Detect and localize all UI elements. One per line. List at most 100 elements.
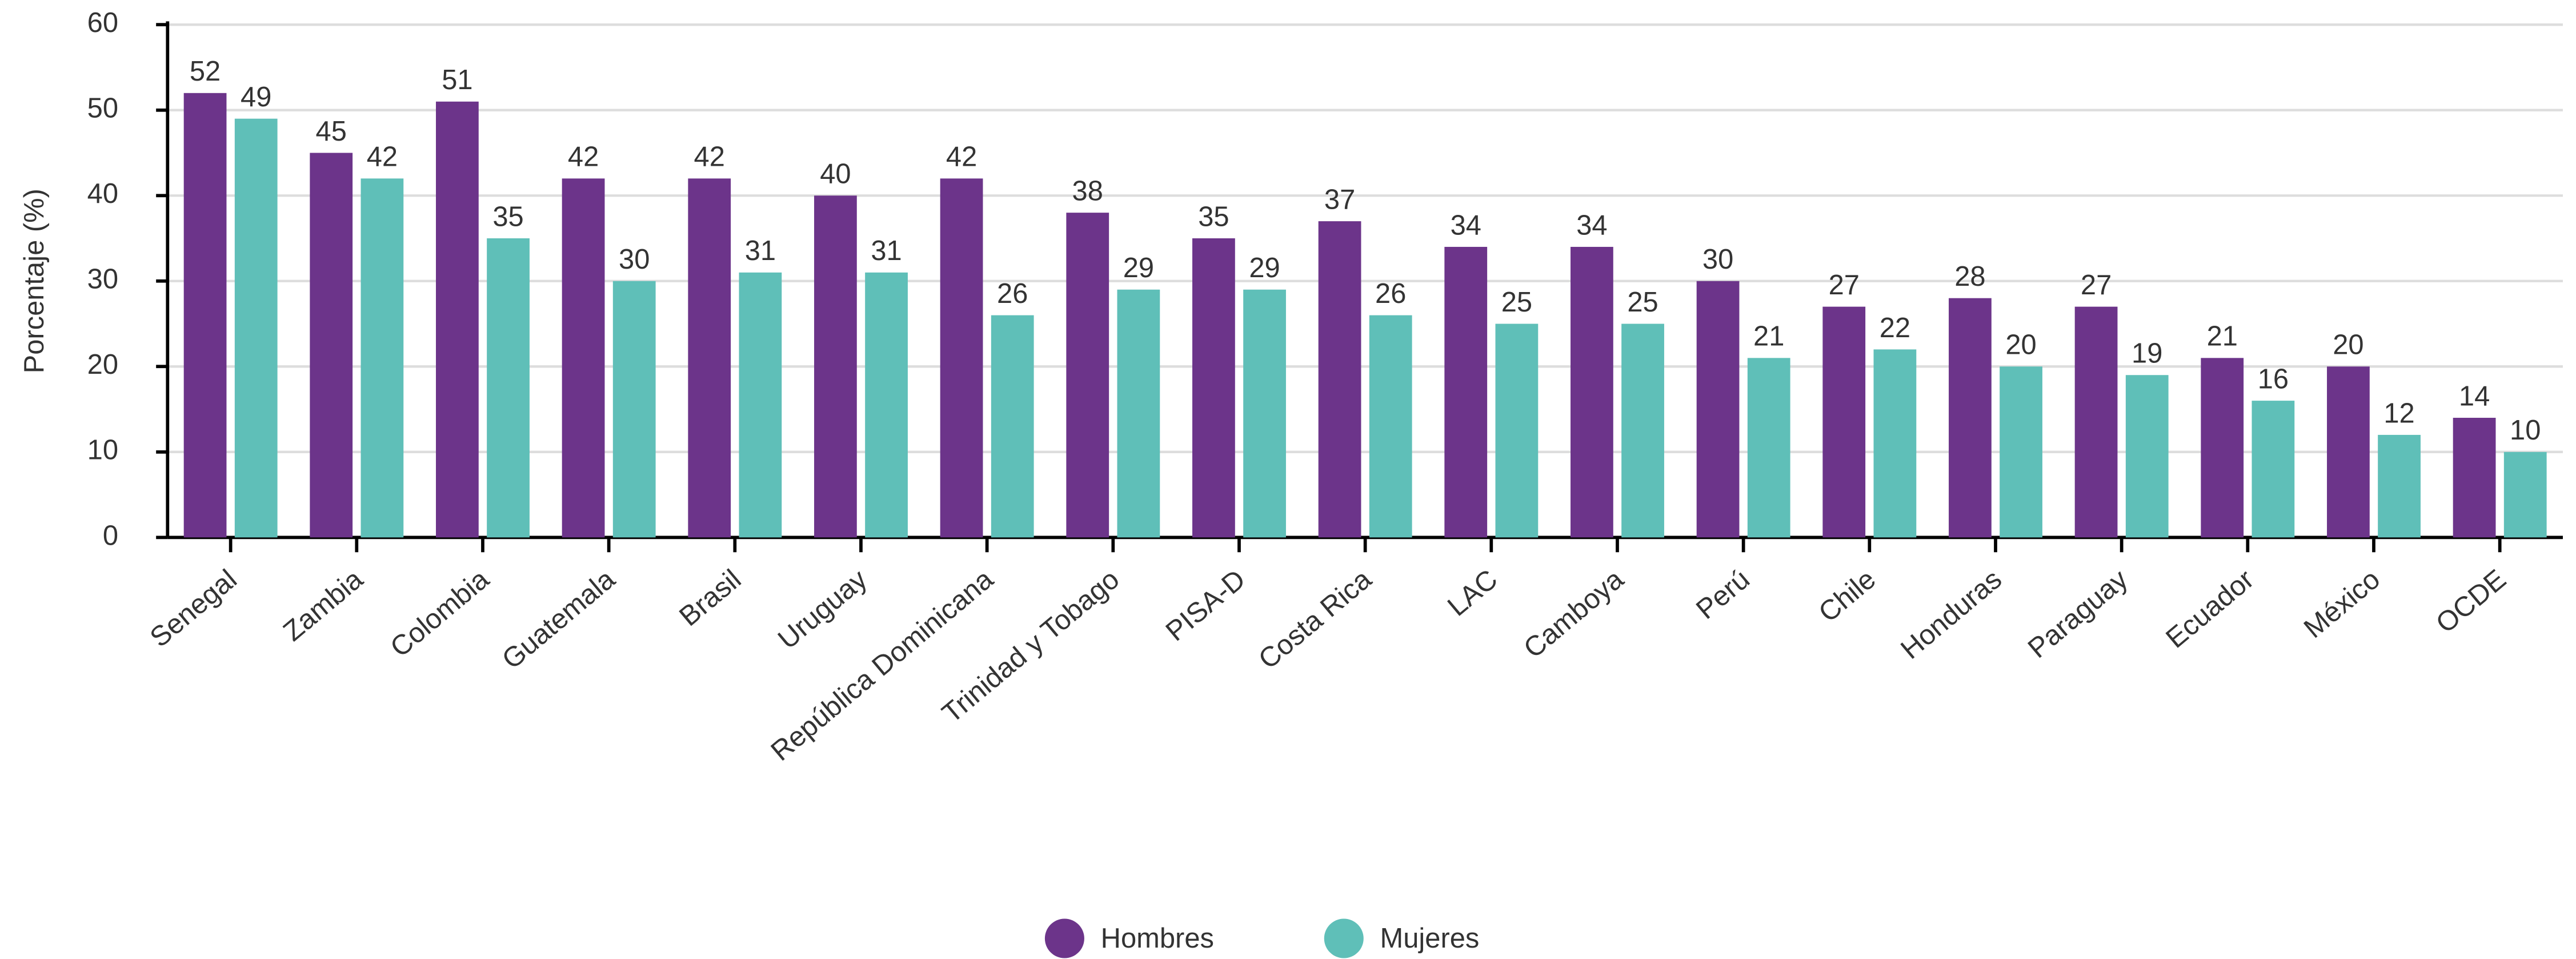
legend-swatch xyxy=(1324,918,1364,958)
bar xyxy=(360,178,404,538)
bar xyxy=(2252,401,2295,538)
data-label: 51 xyxy=(442,65,472,95)
bar xyxy=(865,272,908,538)
bar xyxy=(2503,451,2547,538)
data-label: 12 xyxy=(2383,398,2414,429)
data-label: 27 xyxy=(1829,270,1860,301)
bar xyxy=(1444,246,1488,538)
data-label: 38 xyxy=(1072,176,1103,207)
bar xyxy=(2125,375,2169,538)
bar xyxy=(1621,323,1664,538)
x-tick-label: Paraguay xyxy=(2022,564,2134,664)
bar xyxy=(1495,323,1539,538)
x-tick-label: Colombia xyxy=(384,564,495,664)
bar xyxy=(2201,358,2244,538)
data-label: 45 xyxy=(316,116,347,147)
bar xyxy=(2000,366,2042,538)
data-label: 31 xyxy=(871,235,902,266)
data-label: 16 xyxy=(2258,364,2289,395)
y-tick-label: 10 xyxy=(87,435,118,466)
bar xyxy=(310,153,353,538)
bar xyxy=(1117,289,1160,538)
bar xyxy=(1243,289,1286,538)
data-label: 14 xyxy=(2459,381,2490,411)
bar xyxy=(1949,298,1992,538)
bar xyxy=(1318,221,1361,538)
x-tick-label: Zambia xyxy=(278,564,369,648)
data-label: 42 xyxy=(367,142,398,173)
data-label: 22 xyxy=(1880,313,1910,343)
data-label: 42 xyxy=(946,142,977,173)
bar xyxy=(1369,315,1412,538)
x-tick-label: Honduras xyxy=(1895,564,2008,665)
y-axis-label: Porcentaje (%) xyxy=(19,189,50,373)
data-label: 34 xyxy=(1576,210,1607,241)
y-tick-label: 30 xyxy=(87,264,118,295)
data-label: 26 xyxy=(997,278,1028,309)
bar xyxy=(2327,366,2370,538)
y-tick-label: 20 xyxy=(87,349,118,380)
data-label: 20 xyxy=(2333,330,2363,361)
x-tick-label: Guatemala xyxy=(496,564,621,676)
bar xyxy=(1696,281,1740,538)
data-label: 10 xyxy=(2510,415,2541,446)
data-label: 30 xyxy=(1702,244,1733,275)
bar xyxy=(1571,246,1613,538)
y-tick-label: 40 xyxy=(87,178,118,209)
data-label: 27 xyxy=(2081,270,2112,301)
legend-label: Mujeres xyxy=(1380,923,1480,954)
data-label: 25 xyxy=(1501,287,1532,318)
data-label: 21 xyxy=(2207,321,2238,352)
bar xyxy=(2074,306,2118,538)
legend-swatch xyxy=(1044,918,1084,958)
bar xyxy=(436,101,479,538)
data-label: 29 xyxy=(1249,253,1280,283)
data-label: 35 xyxy=(492,201,523,232)
legend-label: Hombres xyxy=(1101,923,1214,954)
x-tick-label: OCDE xyxy=(2430,564,2512,639)
x-tick-label: Perú xyxy=(1690,564,1756,625)
y-tick-label: 60 xyxy=(87,7,118,38)
bar xyxy=(183,93,227,538)
bar xyxy=(814,195,857,538)
data-label: 35 xyxy=(1198,201,1229,232)
bar xyxy=(2378,434,2421,538)
bar xyxy=(1822,306,1866,538)
bar xyxy=(562,178,605,538)
x-tick-label: Ecuador xyxy=(2160,564,2259,654)
x-tick-label: PISA-D xyxy=(1160,564,1252,647)
bar xyxy=(1066,213,1109,538)
data-label: 21 xyxy=(1753,321,1784,352)
bar xyxy=(234,118,278,538)
data-label: 26 xyxy=(1375,278,1406,309)
data-label: 52 xyxy=(190,56,221,87)
bar xyxy=(2453,418,2496,538)
bar xyxy=(739,272,782,538)
data-label: 37 xyxy=(1324,184,1355,215)
bar xyxy=(1747,358,1790,538)
data-label: 19 xyxy=(2132,338,2162,369)
data-label: 25 xyxy=(1627,287,1658,318)
data-label: 31 xyxy=(745,235,776,266)
data-label: 49 xyxy=(241,82,271,113)
data-label: 34 xyxy=(1451,210,1481,241)
x-tick-label: Brasil xyxy=(674,564,747,632)
x-tick-label: Chile xyxy=(1813,564,1881,628)
data-label: 30 xyxy=(619,244,650,275)
data-label: 40 xyxy=(820,159,851,190)
data-label: 29 xyxy=(1123,253,1154,283)
data-label: 42 xyxy=(694,142,725,173)
bar xyxy=(688,178,731,538)
bar xyxy=(612,281,656,538)
bar xyxy=(1192,238,1235,538)
x-tick-label: Senegal xyxy=(145,564,243,653)
x-tick-label: Camboya xyxy=(1518,564,1630,664)
bar xyxy=(940,178,983,538)
bar xyxy=(1873,349,1917,538)
x-tick-label: México xyxy=(2298,564,2386,644)
data-label: 42 xyxy=(568,142,599,173)
x-tick-label: República Dominicana xyxy=(765,564,999,767)
x-tick-label: Uruguay xyxy=(772,564,874,655)
data-label: 28 xyxy=(1954,261,1985,292)
